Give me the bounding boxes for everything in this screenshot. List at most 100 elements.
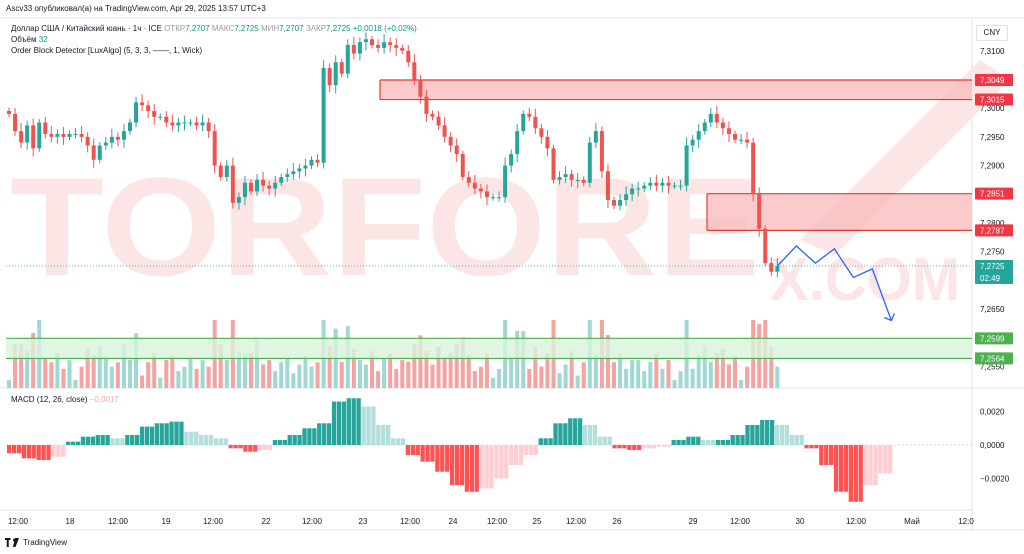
volume-bar (605, 335, 610, 388)
macd-tick-label: 0,0000 (980, 441, 1005, 450)
candle-body (696, 131, 701, 140)
volume-bar (357, 359, 362, 388)
candle-body (593, 131, 598, 143)
macd-bar (814, 445, 819, 449)
macd-bar (484, 445, 489, 489)
macd-bar (765, 419, 770, 445)
macd-bar (184, 431, 189, 445)
price-label-text: 7,2725 (980, 262, 1005, 271)
candle-body (654, 182, 659, 186)
macd-bar (725, 439, 730, 445)
high-value: 7,2725 (234, 24, 259, 33)
candle-body (460, 154, 465, 178)
candle-body (684, 145, 689, 186)
macd-label: MACD (12, 26, close) (11, 395, 88, 404)
macd-bar (46, 445, 51, 461)
candle-body (642, 185, 647, 189)
candle-body (412, 62, 417, 80)
indicator-legend[interactable]: Order Block Detector [LuxAlgo] (5, 3, 3,… (11, 46, 202, 55)
volume-bar (430, 364, 435, 388)
candle-body (751, 142, 756, 195)
volume-bar (672, 380, 677, 388)
candle-body (170, 122, 175, 126)
volume-bar (569, 351, 574, 388)
candle-body (430, 113, 435, 117)
candle-body (527, 113, 532, 117)
currency-button[interactable]: CNY (976, 25, 1008, 41)
macd-bar (769, 419, 775, 445)
high-label: МАКС (211, 24, 235, 33)
footer[interactable]: TradingView (5, 538, 67, 547)
candle-body (605, 171, 610, 200)
candle-body (73, 133, 78, 135)
candle-body (140, 102, 145, 106)
volume-bar (478, 366, 483, 388)
volume-bar (291, 373, 296, 388)
candle-body (103, 142, 108, 146)
volume-bar (726, 364, 731, 388)
macd-legend[interactable]: MACD (12, 26, close) −0,0017 (11, 395, 119, 404)
candle-body (273, 182, 278, 189)
volume-bar (491, 377, 495, 388)
macd-bar (405, 445, 411, 456)
macd-bar (651, 445, 657, 449)
macd-bar (558, 423, 563, 445)
macd-bar (779, 424, 785, 445)
volume-bar (140, 375, 145, 388)
macd-bar (400, 438, 406, 445)
macd-bar (740, 434, 745, 445)
macd-bar (509, 445, 514, 466)
volume-bar (484, 353, 489, 388)
volume-bar (460, 337, 465, 388)
macd-bar (213, 438, 219, 445)
macd-bar (454, 445, 460, 486)
volume-bar (115, 362, 120, 388)
volume-bar (720, 349, 725, 388)
volume-bar (351, 348, 356, 388)
macd-bar (331, 401, 337, 445)
change-value: +0,0018 (+0,02%) (352, 24, 417, 33)
volume-bar (702, 346, 707, 388)
low-value: 7,2707 (279, 24, 304, 33)
macd-bar (16, 445, 22, 454)
macd-bar (873, 445, 878, 486)
candle-body (261, 179, 266, 186)
candle-body (394, 45, 399, 48)
volume-bar (327, 346, 332, 388)
volume-bar (261, 364, 266, 388)
macd-bar (174, 421, 179, 445)
candle-body (285, 174, 290, 178)
macd-bar (794, 434, 799, 445)
macd-bar (809, 445, 814, 449)
macd-bar (267, 445, 273, 451)
volume-bar (509, 357, 514, 388)
candle-body (551, 148, 556, 180)
candle-body (660, 182, 665, 186)
candle-body (678, 185, 683, 187)
macd-bar (139, 426, 145, 445)
price-label-text: 7,2851 (980, 190, 1005, 199)
candle-body (303, 165, 308, 169)
volume-bar (363, 364, 368, 388)
macd-bar (366, 406, 371, 445)
macd-bar (262, 445, 268, 451)
macd-bar (878, 445, 883, 474)
macd-bar (543, 438, 548, 445)
macd-bar (833, 445, 839, 492)
macd-bar (518, 445, 524, 466)
candles-layer (7, 32, 780, 278)
volume-bar (648, 362, 653, 388)
candle-body (164, 116, 169, 123)
macd-bar (70, 441, 76, 445)
volume-bar (97, 346, 102, 388)
macd-bar (85, 436, 91, 445)
volume-bar (134, 333, 139, 388)
macd-bar (302, 428, 307, 445)
volume-bar (146, 362, 151, 388)
volume-bar (376, 371, 381, 388)
macd-bar (341, 401, 347, 445)
candle-body (436, 116, 441, 126)
macd-value: −0,0017 (89, 395, 119, 404)
macd-bar (356, 398, 361, 445)
